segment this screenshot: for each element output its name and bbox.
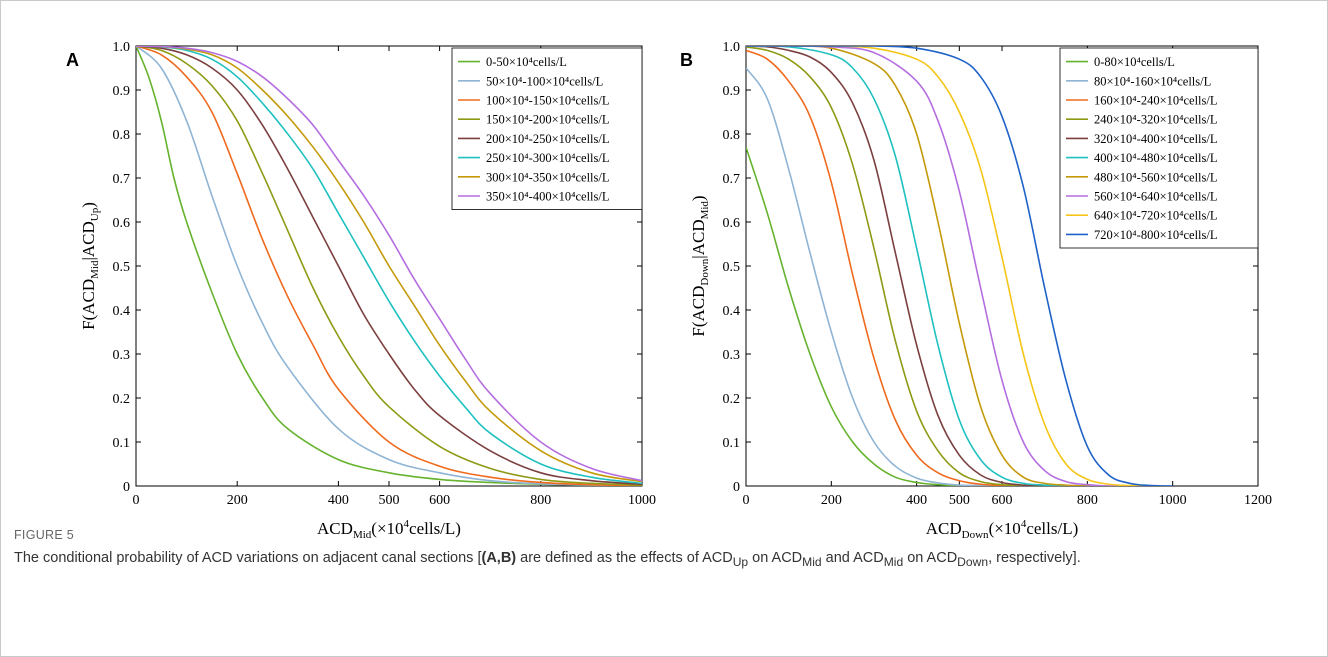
y-tick-label: 0.8 [723, 128, 741, 143]
y-tick-label: 1.0 [723, 40, 741, 55]
caption-part: on ACD [748, 550, 803, 566]
caption-sub: Down [957, 554, 989, 569]
y-tick-label: 0.3 [113, 348, 131, 363]
y-tick-label: 0.4 [113, 304, 131, 319]
legend-entry: 720×10⁴-800×10⁴cells/L [1094, 228, 1218, 242]
y-tick-label: 0 [123, 480, 130, 495]
y-tick-label: 0.7 [113, 172, 131, 187]
caption-part: are defined as the effects of ACD [516, 550, 733, 566]
y-tick-label: 0.4 [723, 304, 741, 319]
series-line-5 [136, 46, 642, 486]
legend-entry: 50×10⁴-100×10⁴cells/L [486, 74, 603, 88]
caption-text: The conditional probability of ACD varia… [14, 548, 1314, 573]
x-tick-label: 1000 [628, 493, 656, 508]
y-tick-label: 0.5 [723, 260, 741, 275]
series-line-10 [746, 46, 1173, 486]
y-axis-label: F(ACDMid|ACDUp) [79, 202, 101, 330]
series-line-1 [746, 146, 1088, 486]
series-line-8 [136, 46, 642, 482]
series-line-2 [136, 46, 642, 486]
series-line-7 [746, 46, 1109, 486]
x-tick-label: 400 [328, 493, 349, 508]
chart-panel-A: A 0 200 400 500 600 800 1000 0 0.1 0.2 0.3 0.4 0.5 0.6… [66, 40, 656, 541]
x-tick-label: 400 [906, 493, 927, 508]
series-line-6 [136, 46, 642, 485]
figure-label: FIGURE 5 [14, 528, 75, 542]
legend-entry: 150×10⁴-200×10⁴cells/L [486, 113, 610, 127]
legend-entry: 0-80×10⁴cells/L [1094, 55, 1175, 69]
legend: 0-80×10⁴cells/L 80×10⁴-160×10⁴cells/L 160×… [1059, 47, 1259, 249]
x-tick-label: 1200 [1244, 493, 1272, 508]
y-tick-label: 0.5 [113, 260, 131, 275]
y-tick-label: 0.6 [113, 216, 131, 231]
series-line-8 [746, 46, 1130, 486]
y-axis-label: F(ACDDown|ACDMid) [689, 195, 711, 336]
legend-entry: 80×10⁴-160×10⁴cells/L [1094, 74, 1211, 88]
legend-entry: 250×10⁴-300×10⁴cells/L [486, 151, 610, 165]
legend-entry: 240×10⁴-320×10⁴cells/L [1094, 113, 1218, 127]
y-tick-label: 0.2 [113, 392, 131, 407]
x-tick-label: 500 [379, 493, 400, 508]
legend: 0-50×10⁴cells/L 50×10⁴-100×10⁴cells/L 100×… [451, 47, 643, 211]
caption-part: on ACD [903, 550, 958, 566]
x-tick-label: 600 [992, 493, 1013, 508]
x-tick-label: 600 [429, 493, 450, 508]
y-tick-label: 0 [733, 480, 740, 495]
series-line-2 [746, 67, 1088, 486]
series-line-3 [136, 46, 642, 486]
series-line-1 [136, 46, 642, 486]
series-line-3 [746, 49, 1088, 486]
legend-box [1059, 47, 1259, 249]
y-tick-label: 0.2 [723, 392, 741, 407]
legend-entry: 400×10⁴-480×10⁴cells/L [1094, 151, 1218, 165]
legend-entry: 560×10⁴-640×10⁴cells/L [1094, 190, 1218, 204]
caption-panels: (A,B) [481, 550, 517, 566]
caption-sub: Mid [883, 554, 904, 569]
x-axis-label: ACDDown(×104cells/L) [926, 518, 1078, 541]
figure-caption: FIGURE 5 The conditional probability of … [14, 528, 1314, 573]
y-tick-label: 0.1 [723, 436, 741, 451]
caption-part: and ACD [821, 550, 884, 566]
caption-part: , respectively]. [988, 550, 1081, 566]
x-tick-label: 500 [949, 493, 970, 508]
series-line-4 [746, 46, 1088, 486]
y-tick-label: 0.7 [723, 172, 741, 187]
y-tick-label: 0.9 [113, 84, 131, 99]
x-axis-label: ACDMid(×104cells/L) [317, 518, 461, 541]
panel-letter: B [680, 50, 693, 70]
series-line-6 [746, 46, 1088, 486]
legend-entry: 100×10⁴-150×10⁴cells/L [486, 94, 610, 108]
x-tick-label: 1000 [1159, 493, 1187, 508]
x-tick-label: 800 [530, 493, 551, 508]
y-tick-label: 0.3 [723, 348, 741, 363]
y-tick-label: 1.0 [113, 40, 131, 55]
caption-sub: Up [732, 554, 749, 569]
legend-entry: 640×10⁴-720×10⁴cells/L [1094, 209, 1218, 223]
x-tick-label: 200 [821, 493, 842, 508]
y-tick-label: 0.8 [113, 128, 131, 143]
legend-entry: 350×10⁴-400×10⁴cells/L [486, 190, 610, 204]
legend-entry: 300×10⁴-350×10⁴cells/L [486, 170, 610, 184]
series-line-7 [136, 46, 642, 483]
series-line-5 [746, 46, 1088, 486]
x-tick-label: 200 [227, 493, 248, 508]
y-tick-label: 0.6 [723, 216, 741, 231]
legend-entry: 160×10⁴-240×10⁴cells/L [1094, 94, 1218, 108]
y-tick-label: 0.9 [723, 84, 741, 99]
legend-entry: 320×10⁴-400×10⁴cells/L [1094, 132, 1218, 146]
series-line-4 [136, 46, 642, 486]
caption-sub: Mid [802, 554, 822, 569]
panel-letter: A [66, 50, 79, 70]
chart-panel-B: B 0 200 400 500 600 800 1000 1200 0 0.1 0.2 0.3 0.4 0.… [680, 40, 1272, 541]
y-tick-label: 0.1 [113, 436, 131, 451]
caption-part: The conditional probability of ACD varia… [14, 550, 482, 566]
x-tick-label: 0 [743, 493, 750, 508]
legend-entry: 480×10⁴-560×10⁴cells/L [1094, 170, 1218, 184]
legend-entry: 0-50×10⁴cells/L [486, 55, 567, 69]
legend-entry: 200×10⁴-250×10⁴cells/L [486, 132, 610, 146]
x-tick-label: 0 [133, 493, 140, 508]
legend-box [451, 47, 643, 211]
x-tick-label: 800 [1077, 493, 1098, 508]
